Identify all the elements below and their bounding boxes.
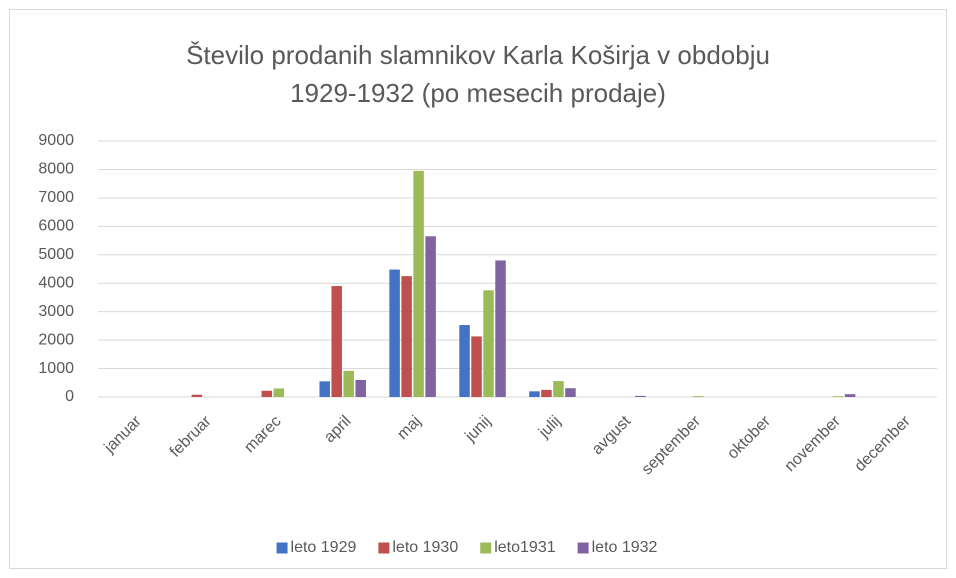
y-tick-label: 3000 [38,303,74,320]
y-tick-label: 8000 [38,161,74,178]
chart-title: Število prodanih slamnikov Karla Koširja… [186,40,770,108]
bar [495,260,506,397]
legend-swatch [276,542,288,554]
bar [355,379,366,397]
legend-swatch [577,542,589,554]
y-tick-label: 7000 [38,189,74,206]
bar [261,390,273,397]
legend-label: leto 1930 [392,539,458,556]
legend-swatch [480,542,492,554]
bar [832,396,844,397]
legend-label: leto 1929 [291,539,357,556]
bar [331,286,342,397]
bar [553,381,564,397]
bar [565,388,576,397]
chart-border [9,9,947,569]
bar [273,388,285,397]
bar [844,394,856,397]
bar [319,381,330,397]
bar [483,290,494,397]
y-tick-label: 6000 [38,218,74,235]
legend-label: leto1931 [494,539,555,556]
y-tick-label: 5000 [38,246,74,263]
bar [635,395,646,397]
bar [471,336,482,397]
bar [389,269,400,397]
bar [541,389,552,397]
legend-swatch [378,542,390,554]
bar [529,391,540,397]
bar [343,370,354,397]
legend-label: leto 1932 [592,539,658,556]
bar [401,276,412,397]
y-tick-label: 0 [65,388,74,405]
bar [413,170,424,397]
bar [459,325,470,397]
y-tick-label: 4000 [38,274,74,291]
y-tick-label: 2000 [38,331,74,348]
y-tick-label: 1000 [38,360,74,377]
y-tick-label: 9000 [38,132,74,149]
bar [191,394,203,397]
bar [425,236,436,397]
bar [693,396,704,397]
